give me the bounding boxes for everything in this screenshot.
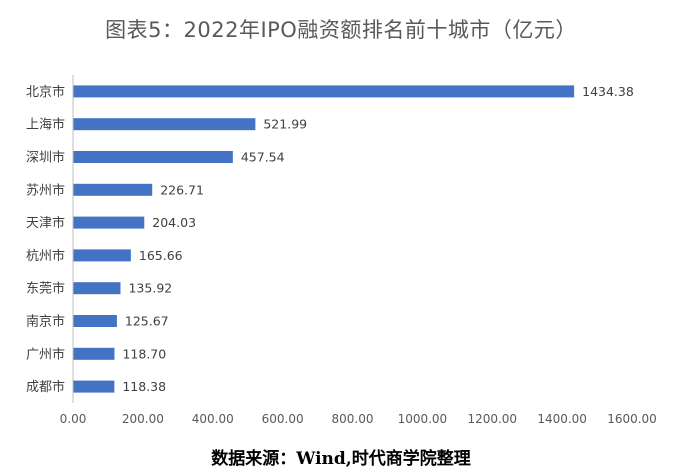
bar-0	[73, 85, 575, 98]
bar-2	[73, 151, 233, 163]
category-label: 上海市	[26, 117, 65, 133]
category-label: 杭州市	[26, 248, 65, 264]
value-label: 125.67	[125, 314, 169, 329]
category-label: 北京市	[26, 84, 65, 100]
x-tick-label: 1400.00	[537, 412, 587, 426]
value-label: 521.99	[263, 117, 307, 132]
category-label: 成都市	[26, 379, 65, 395]
value-label: 118.70	[122, 346, 166, 361]
x-tick-label: 800.00	[332, 412, 374, 426]
source-note: 数据来源：Wind,时代商学院整理	[211, 449, 471, 469]
bar-7	[73, 315, 117, 327]
value-label: 135.92	[128, 281, 172, 296]
value-label: 118.38	[122, 379, 166, 394]
x-tick-label: 600.00	[262, 412, 304, 426]
bar-9	[73, 380, 115, 393]
bar-8	[73, 347, 115, 360]
category-label: 深圳市	[26, 150, 65, 166]
x-tick-label: 1600.00	[607, 412, 657, 426]
bar-3	[73, 183, 153, 196]
bar-4	[73, 216, 145, 229]
value-label: 204.03	[152, 215, 196, 230]
value-label: 457.54	[241, 150, 285, 165]
x-tick-label: 200.00	[122, 412, 164, 426]
bar-5	[73, 249, 131, 262]
bars-group	[73, 85, 575, 393]
category-label: 天津市	[26, 215, 65, 231]
x-tick-label: 1000.00	[398, 412, 448, 426]
x-tick-label: 400.00	[192, 412, 234, 426]
x-tick-label: 0.00	[60, 412, 87, 426]
value-label: 1434.38	[582, 84, 634, 99]
bar-1	[73, 118, 256, 131]
category-label: 广州市	[26, 346, 65, 362]
value-label: 165.66	[139, 248, 183, 263]
x-tick-label: 1200.00	[467, 412, 517, 426]
chart-title: 图表5：2022年IPO融资额排名前十城市（亿元）	[105, 18, 577, 42]
value-label: 226.71	[160, 182, 204, 197]
category-label: 南京市	[26, 314, 65, 330]
category-label: 东莞市	[26, 281, 65, 297]
value-labels: 1434.38 521.99 457.54 226.71 204.03 165.66 135…	[122, 84, 634, 394]
x-axis: 0.00 200.00 400.00 600.00 800.00 1000.00 1200.…	[60, 412, 657, 426]
bar-6	[73, 282, 121, 295]
category-label: 苏州市	[26, 182, 65, 198]
